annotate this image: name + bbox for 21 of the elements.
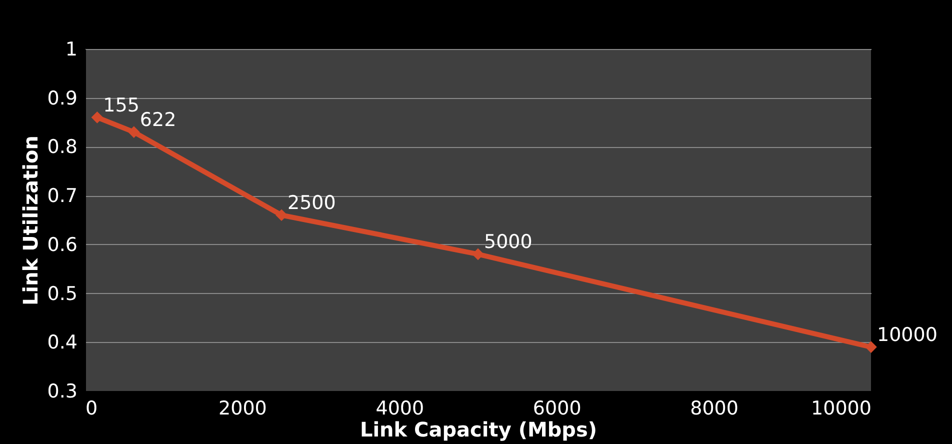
y-tick-label: 0.8 <box>47 136 78 158</box>
x-axis-title: Link Capacity (Mbps) <box>360 418 598 442</box>
x-tick-label: 8000 <box>690 398 738 420</box>
annotation: 10000 <box>877 324 938 346</box>
y-tick-label: 0.6 <box>47 234 78 256</box>
x-tick-label: 0 <box>86 398 98 420</box>
annotation: 155 <box>103 94 140 116</box>
x-tick-label: 2000 <box>218 398 267 420</box>
x-tick-label: 4000 <box>376 398 424 420</box>
annotation: 5000 <box>484 231 532 254</box>
annotation: 622 <box>140 109 176 132</box>
y-axis-title: Link Utilization <box>18 136 42 306</box>
annotation: 2500 <box>288 192 336 214</box>
y-tick-label: 0.9 <box>47 87 78 110</box>
x-tick-label: 6000 <box>532 398 582 420</box>
y-tick-label: 0.4 <box>47 332 78 354</box>
x-tick-label: 10000 <box>811 398 872 420</box>
y-tick-label: 0.7 <box>47 185 78 208</box>
y-tick-label: 0.3 <box>47 380 78 402</box>
y-tick-label: 0.5 <box>47 282 78 305</box>
y-tick-label: 1 <box>65 38 78 60</box>
